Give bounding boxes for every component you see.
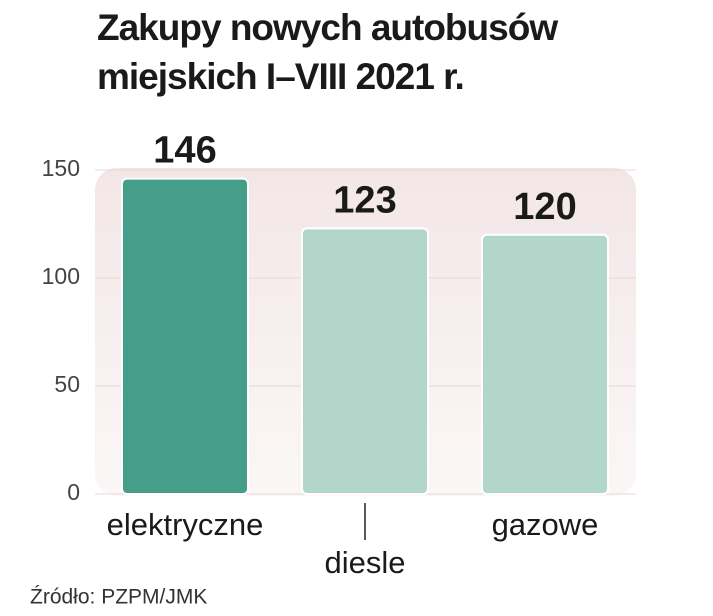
bar — [481, 233, 609, 496]
value-label: 120 — [513, 186, 576, 228]
bar — [121, 177, 249, 495]
y-tick-label: 50 — [54, 371, 80, 397]
chart-title: miejskich I–VIII 2021 r. — [97, 56, 464, 97]
y-tick-label: 150 — [42, 155, 80, 181]
chart-title: Zakupy nowych autobusów — [97, 7, 558, 48]
value-label: 146 — [153, 130, 216, 172]
x-tick-label: elektryczne — [107, 507, 264, 542]
x-tick-label: gazowe — [492, 507, 599, 542]
bar — [301, 227, 429, 495]
source: Źródło: PZPM/JMK — [30, 586, 207, 609]
value-label: 123 — [333, 179, 396, 221]
x-tick-label: diesle — [325, 545, 406, 580]
y-tick-label: 100 — [42, 263, 80, 289]
y-tick-label: 0 — [67, 479, 80, 505]
